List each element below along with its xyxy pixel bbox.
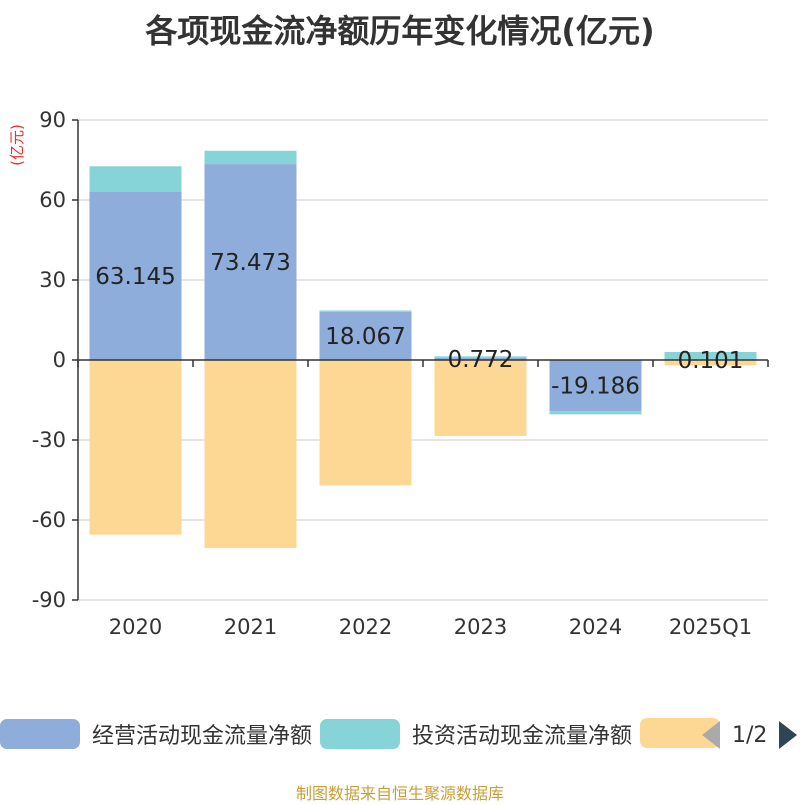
y-tick-label: -60: [32, 508, 66, 532]
y-tick-label: 90: [39, 108, 66, 132]
data-label-operating: 73.473: [210, 250, 290, 276]
data-label-operating: -19.186: [551, 374, 640, 400]
legend-label-operating: 经营活动现金流量净额: [92, 718, 312, 750]
y-tick-label: 60: [39, 188, 66, 212]
legend-item-investing[interactable]: 投资活动现金流量净额: [320, 718, 632, 750]
data-label-operating: 0.101: [678, 348, 744, 374]
y-tick-label: 30: [39, 268, 66, 292]
bar-investing-2021: [205, 151, 297, 164]
x-tick-label: 2025Q1: [669, 615, 752, 639]
x-tick-label: 2020: [109, 615, 162, 639]
data-source-note: 制图数据来自恒生聚源数据库: [0, 780, 800, 804]
x-tick-label: 2021: [224, 615, 277, 639]
x-tick-label: 2022: [339, 615, 392, 639]
legend-next-page-icon[interactable]: [779, 721, 797, 749]
bar-investing-2020: [90, 166, 182, 191]
data-label-operating: 0.772: [448, 347, 514, 373]
bar-investing-2024: [550, 411, 642, 414]
bar-financing-2020: [90, 360, 182, 535]
legend-label-investing: 投资活动现金流量净额: [412, 718, 632, 750]
legend-item-operating[interactable]: 经营活动现金流量净额: [0, 718, 312, 750]
bar-financing-2021: [205, 360, 297, 548]
cashflow-chart: 90 60 30 0 -30 -60 -90 2020 2021 2022 2023 2024 2025…: [0, 0, 800, 700]
y-tick-label: -90: [32, 588, 66, 612]
legend-prev-page-icon[interactable]: [702, 721, 720, 749]
data-label-operating: 63.145: [95, 264, 175, 290]
x-tick-label: 2024: [569, 615, 622, 639]
bar-financing-2022: [320, 360, 412, 485]
legend-swatch-investing: [320, 719, 400, 749]
y-axis-unit: (亿元): [8, 124, 26, 166]
bar-investing-2022: [320, 310, 412, 311]
legend: 经营活动现金流量净额 投资活动现金流量净额 1/2: [0, 718, 800, 752]
x-tick-label: 2023: [454, 615, 507, 639]
y-tick-label: 0: [53, 348, 66, 372]
y-tick-label: -30: [32, 428, 66, 452]
legend-page-indicator: 1/2: [732, 723, 767, 748]
legend-pager: 1/2: [700, 718, 800, 752]
legend-swatch-operating: [0, 719, 80, 749]
data-label-operating: 18.067: [325, 324, 405, 350]
